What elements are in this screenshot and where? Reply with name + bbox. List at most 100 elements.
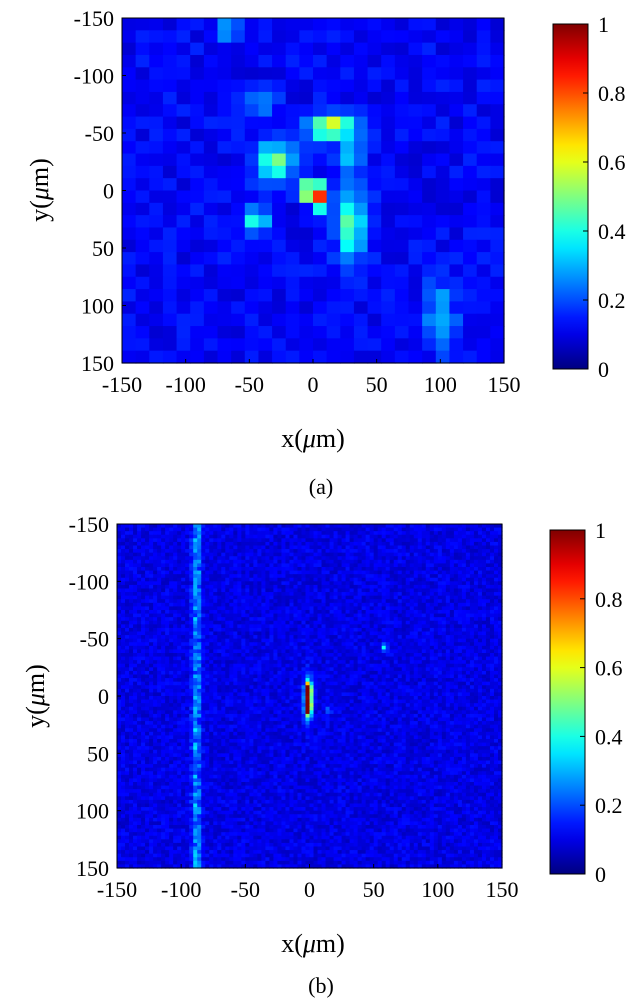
heatmap-cell bbox=[205, 577, 210, 582]
heatmap-cell bbox=[409, 667, 415, 672]
heatmap-cell bbox=[317, 617, 323, 622]
heatmap-cell bbox=[341, 653, 347, 658]
heatmap-cell bbox=[213, 574, 218, 579]
heatmap-cell bbox=[225, 635, 230, 640]
heatmap-cell bbox=[205, 592, 210, 597]
heatmap-cell bbox=[463, 264, 478, 278]
heatmap-cell bbox=[367, 202, 382, 216]
heatmap-cell bbox=[389, 531, 395, 536]
heatmap-cell bbox=[345, 538, 351, 543]
heatmap-cell bbox=[349, 656, 355, 661]
heatmap-cell bbox=[253, 534, 258, 539]
heatmap-cell bbox=[229, 620, 234, 625]
heatmap-cell bbox=[285, 227, 300, 241]
heatmap-cell bbox=[445, 663, 451, 668]
heatmap-cell bbox=[337, 567, 343, 572]
heatmap-cell bbox=[169, 674, 174, 679]
heatmap-cell bbox=[422, 165, 437, 179]
heatmap-cell bbox=[317, 538, 323, 543]
heatmap-cell bbox=[333, 577, 339, 582]
heatmap-cell bbox=[185, 563, 190, 568]
heatmap-cell bbox=[277, 570, 283, 575]
heatmap-cell bbox=[394, 178, 410, 192]
heatmap-cell bbox=[377, 610, 383, 615]
heatmap-cell bbox=[317, 638, 323, 643]
heatmap-cell bbox=[341, 674, 347, 679]
heatmap-cell bbox=[281, 538, 287, 543]
heatmap-cell bbox=[353, 128, 369, 142]
heatmap-cell bbox=[465, 570, 471, 575]
heatmap-cell bbox=[453, 667, 459, 672]
heatmap-cell bbox=[421, 667, 427, 672]
heatmap-cell bbox=[269, 674, 275, 679]
heatmap-cell bbox=[135, 116, 150, 130]
heatmap-cell bbox=[497, 660, 503, 665]
heatmap-cell bbox=[245, 602, 250, 608]
heatmap-cell bbox=[162, 79, 178, 93]
heatmap-cell bbox=[341, 524, 347, 529]
heatmap-cell bbox=[293, 563, 299, 568]
heatmap-cell bbox=[361, 584, 367, 590]
heatmap-cell bbox=[417, 538, 423, 543]
heatmap-cell bbox=[345, 545, 351, 550]
heatmap-cell bbox=[244, 264, 260, 278]
heatmap-cell bbox=[309, 670, 315, 676]
heatmap-cell bbox=[205, 624, 210, 629]
heatmap-cell bbox=[135, 67, 150, 81]
heatmap-cell bbox=[162, 67, 178, 81]
heatmap-cell bbox=[201, 545, 206, 550]
heatmap-cell bbox=[249, 577, 254, 582]
heatmap-cell bbox=[193, 599, 198, 604]
heatmap-cell bbox=[153, 624, 158, 629]
heatmap-cell bbox=[305, 559, 311, 565]
heatmap-cell bbox=[305, 595, 311, 600]
colorbar-tick-label: 0.8 bbox=[598, 81, 626, 106]
heatmap-cell bbox=[305, 567, 311, 572]
heatmap-cell bbox=[157, 527, 162, 532]
heatmap-cell bbox=[149, 599, 154, 604]
heatmap-cell bbox=[149, 552, 154, 557]
heatmap-cell bbox=[457, 552, 463, 557]
heatmap-cell bbox=[231, 116, 246, 130]
heatmap-cell bbox=[125, 649, 130, 654]
heatmap-cell bbox=[465, 602, 471, 608]
heatmap-cell bbox=[445, 620, 451, 625]
heatmap-cell bbox=[317, 534, 323, 539]
heatmap-cell bbox=[401, 595, 407, 600]
heatmap-cell bbox=[433, 527, 439, 532]
heatmap-cell bbox=[185, 531, 190, 536]
heatmap-cell bbox=[176, 338, 191, 352]
heatmap-cell bbox=[490, 252, 505, 266]
heatmap-cell bbox=[129, 645, 134, 651]
heatmap-cell bbox=[433, 656, 439, 661]
heatmap-cell bbox=[145, 656, 150, 661]
heatmap-cell bbox=[476, 252, 491, 266]
heatmap-cell bbox=[373, 642, 379, 647]
heatmap-cell bbox=[161, 570, 166, 575]
heatmap-cell bbox=[245, 635, 250, 640]
heatmap-cell bbox=[485, 559, 491, 565]
heatmap-cell bbox=[135, 215, 150, 229]
heatmap-cell bbox=[125, 663, 130, 668]
heatmap-cell bbox=[473, 538, 479, 543]
heatmap-cell bbox=[357, 538, 363, 543]
heatmap-cell bbox=[333, 617, 339, 622]
heatmap-cell bbox=[489, 670, 495, 676]
heatmap-cell bbox=[313, 559, 319, 565]
heatmap-cell bbox=[165, 581, 170, 586]
heatmap-cell bbox=[326, 18, 341, 31]
heatmap-cell bbox=[337, 617, 343, 622]
heatmap-cell bbox=[333, 588, 339, 593]
heatmap-cell bbox=[157, 531, 162, 536]
heatmap-cell bbox=[117, 620, 122, 625]
heatmap-cell bbox=[385, 606, 391, 611]
heatmap-cell bbox=[253, 642, 258, 647]
heatmap-cell bbox=[394, 276, 410, 290]
heatmap-cell bbox=[237, 610, 242, 615]
heatmap-cell bbox=[253, 592, 258, 597]
heatmap-cell bbox=[353, 638, 359, 643]
heatmap-cell bbox=[476, 301, 491, 315]
heatmap-cell bbox=[449, 552, 455, 557]
heatmap-cell bbox=[476, 128, 491, 142]
heatmap-cell bbox=[337, 670, 343, 676]
